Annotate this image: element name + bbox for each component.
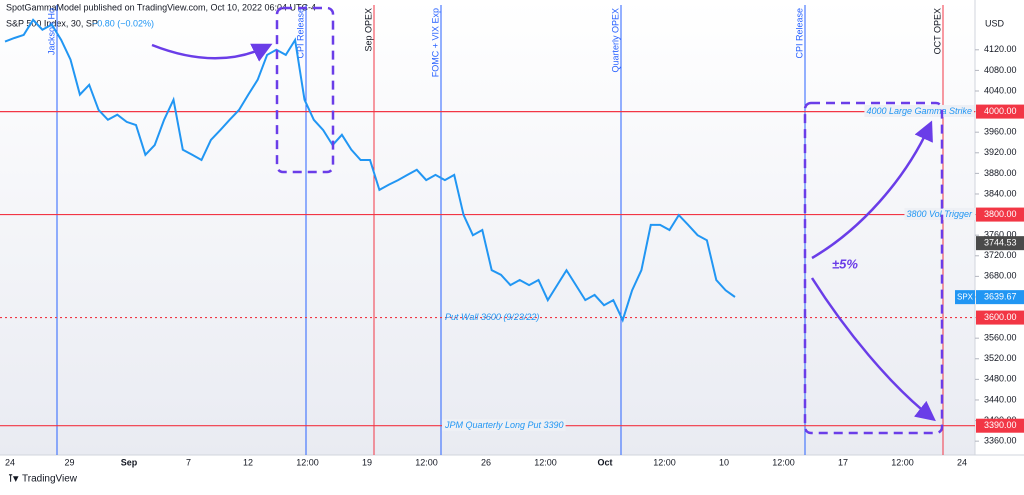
y-tick-label: 3560.00 [984, 333, 1017, 343]
level-text: 4000 Large Gamma Strike [866, 106, 972, 116]
level-tag-label: 4000.00 [984, 106, 1017, 116]
highlight-box [803, 101, 944, 435]
event-label: CPI Release [794, 8, 804, 59]
y-tick-label: 3760.00 [984, 230, 1017, 240]
brand: TradingView [22, 474, 78, 485]
symbol-tag-label: SPX [957, 292, 974, 301]
y-tick-label: 4120.00 [984, 44, 1017, 54]
symbol: S&P 500 Index, 30, SP [6, 18, 98, 28]
x-tick-label: 7 [186, 457, 191, 467]
y-tick-label: 3840.00 [984, 188, 1017, 198]
highlight-box [275, 6, 335, 174]
level-tag [976, 104, 1024, 119]
x-tick-label: 12:00 [891, 457, 914, 467]
level-tag-label: 3390.00 [984, 420, 1017, 430]
event-label: Jackson Ho [46, 8, 56, 55]
x-tick-label: 10 [719, 457, 729, 467]
x-tick-label: 12:00 [653, 457, 676, 467]
x-tick-label: 24 [957, 457, 967, 467]
level-tag [976, 310, 1024, 325]
level-tag-label: 3800.00 [984, 209, 1017, 219]
x-tick-label: 12:00 [772, 457, 795, 467]
y-tick-label: 3480.00 [984, 374, 1017, 384]
symbol-tag [955, 290, 975, 305]
arrow [810, 277, 936, 422]
level-tag [976, 207, 1024, 222]
marker-tag [976, 236, 1024, 251]
level-text: Put Wall 3600 (9/23/22) [445, 312, 539, 322]
level-text: 3800 Vol Trigger [906, 209, 973, 219]
event-label: Sep OPEX [363, 8, 373, 52]
price-line [4, 18, 736, 323]
y-tick-label: 3960.00 [984, 127, 1017, 137]
event-label: CPI Release [295, 8, 305, 59]
y-tick-label: 4080.00 [984, 65, 1017, 75]
x-tick-label: 24 [5, 457, 15, 467]
level-tag [976, 418, 1024, 433]
publisher: SpotGammaModel published on TradingView.… [6, 2, 316, 12]
level-tag-label: 3600.00 [984, 312, 1017, 322]
x-tick-label: 12:00 [534, 457, 557, 467]
y-tick-label: 3440.00 [984, 394, 1017, 404]
y-tick-label: 3920.00 [984, 147, 1017, 157]
arrow [811, 120, 933, 260]
plot-area [0, 0, 975, 455]
event-label: OCT OPEX [932, 8, 942, 54]
arrow [151, 43, 273, 62]
y-tick-label: 3880.00 [984, 168, 1017, 178]
level-text-bg [904, 207, 975, 220]
event-label: FOMC + VIX Exp [430, 8, 440, 77]
y-tick-label: 3360.00 [984, 436, 1017, 446]
marker-tag-label: 3744.53 [984, 238, 1017, 248]
event-label: Quarterly OPEX [610, 8, 620, 73]
logo: ⊺▾ [8, 474, 19, 485]
layer: 3360.003400.003440.003480.003520.003560.… [0, 5, 1024, 467]
last-tag [976, 290, 1024, 305]
level-text-bg [864, 104, 974, 117]
x-tick-label: 29 [64, 457, 74, 467]
change: −0.80 (−0.02%) [92, 18, 154, 28]
y-tick-label: 3520.00 [984, 353, 1017, 363]
x-tick-label: Oct [597, 457, 612, 467]
currency: USD [985, 18, 1005, 28]
x-tick-label: 17 [838, 457, 848, 467]
x-tick-label: 12:00 [296, 457, 319, 467]
level-text-bg [442, 419, 566, 432]
y-tick-label: 4040.00 [984, 85, 1017, 95]
x-tick-label: 19 [362, 457, 372, 467]
x-tick-label: 26 [481, 457, 491, 467]
level-text: JPM Quarterly Long Put 3390 [444, 420, 564, 430]
y-tick-label: 3720.00 [984, 250, 1017, 260]
x-tick-label: 12 [243, 457, 253, 467]
x-tick-label: 12:00 [415, 457, 438, 467]
y-tick-label: 3680.00 [984, 271, 1017, 281]
last-tag-label: 3639.67 [984, 292, 1017, 302]
annotation: ±5% [832, 256, 858, 271]
x-tick-label: Sep [121, 457, 138, 467]
